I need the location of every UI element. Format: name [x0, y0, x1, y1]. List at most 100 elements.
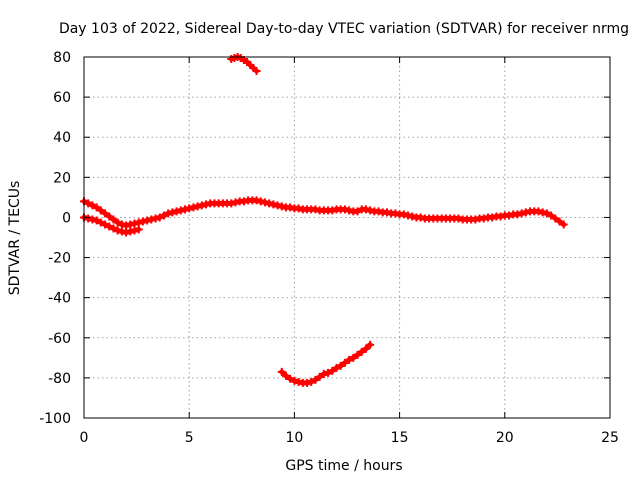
data-point [538, 208, 547, 217]
data-point [109, 224, 118, 233]
series-top-arc [227, 53, 261, 76]
data-point [151, 214, 160, 223]
data-point [408, 212, 417, 221]
y-tick-label: 80 [53, 50, 71, 66]
data-point [92, 216, 101, 225]
data-point [96, 206, 105, 215]
data-point [96, 218, 105, 227]
data-point [239, 197, 248, 206]
data-point [117, 227, 126, 236]
data-point [324, 368, 333, 377]
y-tick-label: 0 [62, 210, 71, 226]
data-point [176, 206, 185, 215]
data-point [542, 209, 551, 218]
data-point [294, 204, 303, 213]
data-point [130, 226, 139, 235]
y-axis-label: SDTVAR / TECUs [7, 181, 23, 296]
data-point [277, 367, 286, 376]
data-point [336, 361, 345, 370]
data-point [130, 219, 139, 228]
data-point [84, 214, 93, 223]
x-axis-label: GPS time / hours [285, 458, 402, 474]
ticks [83, 56, 611, 419]
data-point [551, 214, 560, 223]
data-point [374, 207, 383, 216]
data-point [159, 211, 168, 220]
y-tick-label: -20 [48, 251, 71, 267]
data-point [353, 350, 362, 359]
x-tick-label: 5 [185, 430, 194, 446]
data-point [126, 220, 135, 229]
data-point [328, 366, 337, 375]
tick-labels: 0 5 10 15 20 25 -100 -80 -60 -40 -20 0 20 40 60 80 [39, 50, 619, 446]
series-upper [80, 196, 568, 230]
data-point [92, 203, 101, 212]
data-point [366, 206, 375, 215]
data-point [399, 210, 408, 219]
data-point [340, 358, 349, 367]
data-point [361, 344, 370, 353]
data-point [105, 222, 114, 231]
data-point [260, 198, 269, 207]
data-point [328, 206, 337, 215]
data-point [155, 213, 164, 222]
data-point [311, 375, 320, 384]
data-point [311, 205, 320, 214]
data-point [101, 220, 110, 229]
x-tick-label: 15 [391, 430, 409, 446]
data-point [113, 226, 122, 235]
data-point [290, 376, 299, 385]
data-point [517, 209, 526, 218]
data-point [273, 201, 282, 210]
data-point [189, 203, 198, 212]
data-point [366, 340, 375, 349]
data-point [122, 228, 131, 237]
data-point [193, 202, 202, 211]
y-tick-label: 40 [53, 130, 71, 146]
data-point [349, 353, 358, 362]
data-point [168, 208, 177, 217]
y-tick-label: 60 [53, 90, 71, 106]
y-tick-label: -60 [48, 331, 71, 347]
data-point [332, 363, 341, 372]
y-tick-label: 20 [53, 170, 71, 186]
data-point [391, 209, 400, 218]
plot-frame [83, 56, 611, 419]
y-tick-label: -80 [48, 371, 71, 387]
data-point [345, 206, 354, 215]
data-point [180, 205, 189, 214]
data-point [105, 212, 114, 221]
data-point [340, 205, 349, 214]
data-point [294, 377, 303, 386]
data-point [454, 214, 463, 223]
data-point [382, 208, 391, 217]
data-point [147, 215, 156, 224]
data-point [505, 211, 514, 220]
data-point [269, 200, 278, 209]
data-point [164, 209, 173, 218]
y-tick-label: -100 [39, 411, 71, 427]
data-point [357, 347, 366, 356]
data-point [134, 218, 143, 227]
data-point [252, 67, 261, 76]
data-point [143, 216, 152, 225]
data-point [256, 197, 265, 206]
grid [84, 57, 610, 418]
data-point [496, 212, 505, 221]
data-point [134, 225, 143, 234]
x-tick-label: 0 [80, 430, 89, 446]
data-point [277, 202, 286, 211]
data-point [281, 371, 290, 380]
data-point [353, 207, 362, 216]
data-point [88, 215, 97, 224]
data-point [122, 221, 131, 230]
data-point [547, 211, 556, 220]
data-point [307, 377, 316, 386]
data-point [479, 214, 488, 223]
data-point [252, 196, 261, 205]
data-point [113, 218, 122, 227]
data-point [416, 213, 425, 222]
data-point [231, 198, 240, 207]
data-point [197, 201, 206, 210]
